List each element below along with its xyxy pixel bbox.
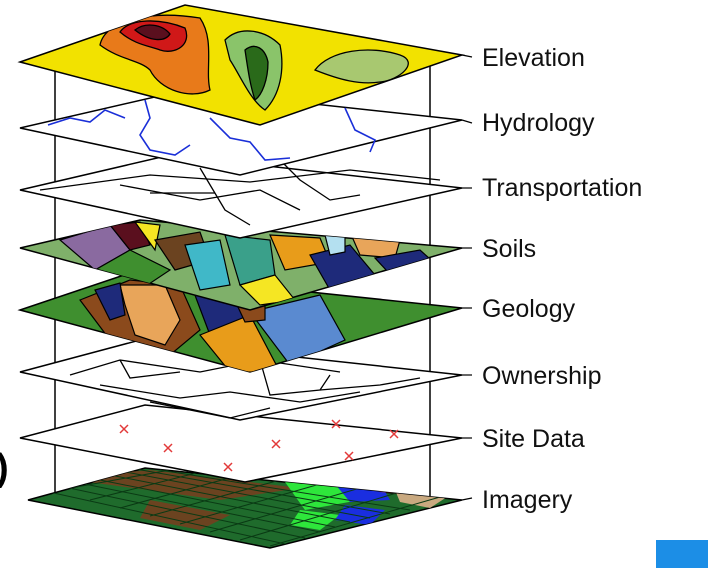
site-markers bbox=[119, 419, 399, 472]
layer-hydrology bbox=[19, 89, 463, 176]
site-marker bbox=[389, 429, 399, 439]
label-hydrology: Hydrology bbox=[482, 109, 595, 137]
label-transportation: Transportation bbox=[482, 174, 642, 202]
site-marker bbox=[163, 443, 173, 453]
label-elevation: Elevation bbox=[482, 44, 585, 72]
site-marker bbox=[331, 419, 341, 429]
label-soils: Soils bbox=[482, 235, 536, 263]
site-marker bbox=[271, 439, 281, 449]
layer-soils bbox=[19, 219, 463, 311]
corner-box bbox=[656, 540, 708, 568]
edge-text-fragment: ) bbox=[0, 447, 9, 489]
label-geology: Geology bbox=[482, 295, 576, 323]
layer-elevation bbox=[17, 4, 465, 126]
site-marker bbox=[119, 424, 129, 434]
layer-imagery bbox=[27, 467, 463, 549]
label-imagery: Imagery bbox=[482, 486, 573, 514]
label-ownership: Ownership bbox=[482, 362, 602, 390]
leader-lines bbox=[461, 54, 473, 501]
site-marker bbox=[344, 451, 354, 461]
rivers bbox=[47, 99, 377, 161]
site-marker bbox=[223, 462, 233, 472]
label-site-data: Site Data bbox=[482, 425, 585, 453]
